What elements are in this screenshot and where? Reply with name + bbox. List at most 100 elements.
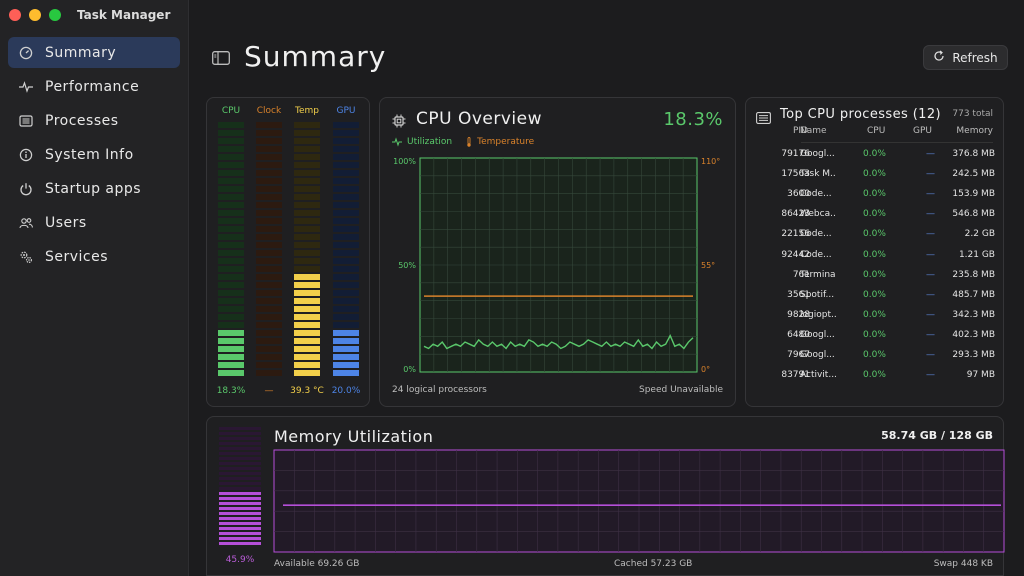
table-row[interactable]: 92442 Code... 0.0% — 1.21 GB xyxy=(746,250,1005,270)
process-cpu: 0.0% xyxy=(863,189,886,200)
sidebar-item-label: Processes xyxy=(45,112,119,129)
column-header-cpu[interactable]: CPU xyxy=(867,126,886,136)
column-header-memory[interactable]: Memory xyxy=(956,126,993,136)
memory-meter-segment xyxy=(219,467,261,470)
memory-meter-segment xyxy=(219,442,261,445)
memory-meter-segment xyxy=(219,457,261,460)
sidebar-item-summary[interactable]: Summary xyxy=(8,37,180,68)
sidebar-item-processes[interactable]: Processes xyxy=(8,105,180,136)
list-icon xyxy=(19,114,33,128)
temp-meter-segment xyxy=(294,258,320,264)
process-name: Webca... xyxy=(800,209,836,220)
column-header-name[interactable]: Name xyxy=(800,126,827,136)
table-row[interactable]: 9828 logiopt... 0.0% — 342.3 MB xyxy=(746,310,1005,330)
legend-temperature: Temperature xyxy=(466,137,534,147)
minimize-window-button[interactable] xyxy=(29,9,41,21)
temp-meter-segment xyxy=(294,234,320,240)
y2-axis-tick-label: 0° xyxy=(701,365,710,374)
app-title: Task Manager xyxy=(77,8,171,22)
process-cpu: 0.0% xyxy=(863,229,886,240)
temp-meter-segment xyxy=(294,226,320,232)
process-memory: 153.9 MB xyxy=(952,189,995,200)
clock-meter-segment xyxy=(256,186,282,192)
pulse-icon xyxy=(392,137,402,147)
cpu-meter-segment xyxy=(218,338,244,344)
column-header-pid[interactable]: PID xyxy=(792,126,808,136)
process-gpu: — xyxy=(926,249,935,260)
memory-meter-segment xyxy=(219,432,261,435)
gpu-meter-segment xyxy=(333,346,359,352)
process-name: Code... xyxy=(800,189,832,200)
table-row[interactable]: 79176 Googl... 0.0% — 376.8 MB xyxy=(746,149,1005,169)
cpu-meter-value: 18.3% xyxy=(216,386,246,396)
cpu-meter-segment xyxy=(218,354,244,360)
close-window-button[interactable] xyxy=(9,9,21,21)
process-gpu: — xyxy=(926,289,935,300)
process-memory: 235.8 MB xyxy=(952,269,995,280)
memory-meter-segment xyxy=(219,497,261,500)
gpu-meter-segment xyxy=(333,154,359,160)
clock-meter-segment xyxy=(256,354,282,360)
table-row[interactable]: 761 Terminal 0.0% — 235.8 MB xyxy=(746,270,1005,290)
process-gpu: — xyxy=(926,229,935,240)
cpu-meter-segment xyxy=(218,130,244,136)
clock-meter-segment xyxy=(256,178,282,184)
temp-meter-segment xyxy=(294,250,320,256)
sidebar-item-performance[interactable]: Performance xyxy=(8,71,180,102)
gpu-meter-segment xyxy=(333,162,359,168)
table-row[interactable]: 6480 Googl... 0.0% — 402.3 MB xyxy=(746,330,1005,350)
table-row[interactable]: 86423 Webca... 0.0% — 546.8 MB xyxy=(746,209,1005,229)
memory-cached: Cached 57.23 GB xyxy=(614,559,693,569)
cpu-legend: Utilization Temperature xyxy=(392,137,534,147)
clock-meter-segment xyxy=(256,362,282,368)
gpu-meter-segment xyxy=(333,186,359,192)
memory-meter-segment xyxy=(219,487,261,490)
page-title: Summary xyxy=(244,40,387,73)
refresh-button[interactable]: Refresh xyxy=(923,45,1008,70)
clock-meter-segment xyxy=(256,154,282,160)
process-gpu: — xyxy=(926,169,935,180)
sidebar-toggle-icon[interactable] xyxy=(212,50,230,65)
clock-meter-segment xyxy=(256,258,282,264)
temp-meter-segment xyxy=(294,322,320,328)
process-cpu: 0.0% xyxy=(863,370,886,381)
memory-meter-bar xyxy=(219,427,261,545)
memory-total: 58.74 GB / 128 GB xyxy=(881,429,993,442)
sidebar-item-services[interactable]: Services xyxy=(8,241,180,272)
sidebar-item-label: Performance xyxy=(45,78,140,95)
gpu-meter-segment xyxy=(333,298,359,304)
memory-meter-segment xyxy=(219,427,261,430)
table-row[interactable]: 83791 Activit... 0.0% — 97 MB xyxy=(746,370,1005,390)
gpu-meter-segment xyxy=(333,306,359,312)
table-row[interactable]: 7967 Googl... 0.0% — 293.3 MB xyxy=(746,350,1005,370)
gpu-meter-segment xyxy=(333,170,359,176)
column-header-gpu[interactable]: GPU xyxy=(913,126,932,136)
process-name: Code... xyxy=(800,229,832,240)
table-row[interactable]: 22156 Code... 0.0% — 2.2 GB xyxy=(746,229,1005,249)
sidebar-item-system-info[interactable]: System Info xyxy=(8,139,180,170)
temp-meter-segment xyxy=(294,370,320,376)
gpu-meter-segment xyxy=(333,266,359,272)
process-cpu: 0.0% xyxy=(863,329,886,340)
memory-meter-segment xyxy=(219,452,261,455)
cpu-meter-segment xyxy=(218,274,244,280)
cpu-overview-title: CPU Overview xyxy=(416,109,543,129)
table-row[interactable]: 3561 Spotif... 0.0% — 485.7 MB xyxy=(746,290,1005,310)
sidebar-item-label: Services xyxy=(45,248,109,265)
table-row[interactable]: 17563 Task M... 0.0% — 242.5 MB xyxy=(746,169,1005,189)
pulse-icon xyxy=(19,80,33,94)
cpu-meter-segment xyxy=(218,226,244,232)
clock-meter-segment xyxy=(256,194,282,200)
process-pid: 22156 xyxy=(781,229,810,240)
sidebar-item-users[interactable]: Users xyxy=(8,207,180,238)
sidebar-item-startup-apps[interactable]: Startup apps xyxy=(8,173,180,204)
table-row[interactable]: 3600 Code... 0.0% — 153.9 MB xyxy=(746,189,1005,209)
gpu-meter-segment xyxy=(333,210,359,216)
y-axis-tick-label: 100% xyxy=(393,157,416,166)
process-pid: 17563 xyxy=(781,169,810,180)
process-pid: 86423 xyxy=(781,209,810,220)
memory-meter-segment xyxy=(219,482,261,485)
users-icon xyxy=(19,216,33,230)
temp-meter-segment xyxy=(294,162,320,168)
zoom-window-button[interactable] xyxy=(49,9,61,21)
